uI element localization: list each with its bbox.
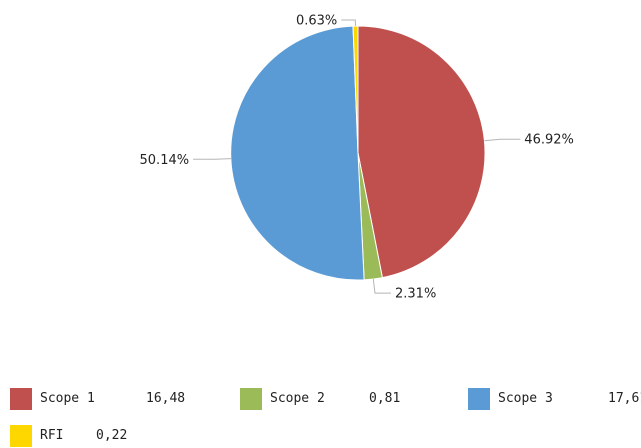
legend-label-scope-2: Scope 2	[270, 391, 325, 406]
leader-line-scope-2	[372, 279, 391, 294]
pie-chart: 46.92% 2.31% 50.14% 0.63%	[140, 14, 574, 302]
leader-line-scope-3	[193, 158, 232, 160]
data-label-scope-3: 50.14%	[140, 153, 190, 168]
pie-slice-scope-1[interactable]	[357, 25, 486, 279]
legend-swatch-rfi	[10, 425, 32, 447]
pie-labels: 46.92% 2.31% 50.14% 0.63%	[140, 14, 574, 302]
pie-slice-scope-3[interactable]	[230, 25, 365, 281]
data-label-scope-1: 46.92%	[524, 133, 574, 148]
legend-value-scope-2: 0,81	[369, 391, 401, 406]
pie-leader-lines	[193, 19, 521, 294]
legend-value-rfi: 0,22	[96, 428, 128, 443]
legend-label-scope-3: Scope 3	[498, 391, 553, 406]
leader-line-scope-1	[484, 138, 521, 142]
legend-swatch-scope-2	[240, 388, 262, 410]
leader-line-rfi	[341, 19, 356, 27]
pie-slice-rfi[interactable]	[352, 25, 359, 154]
pie-slices	[230, 25, 486, 281]
legend-value-scope-1: 16,48	[146, 391, 186, 406]
data-label-rfi: 0.63%	[296, 14, 337, 29]
legend-label-scope-1: Scope 1	[40, 391, 95, 406]
legend-swatch-scope-3	[468, 388, 490, 410]
legend-swatch-scope-1	[10, 388, 32, 410]
data-label-scope-2: 2.31%	[395, 287, 436, 302]
legend-label-rfi: RFI	[40, 428, 64, 443]
legend-value-scope-3: 17,61	[608, 391, 641, 406]
